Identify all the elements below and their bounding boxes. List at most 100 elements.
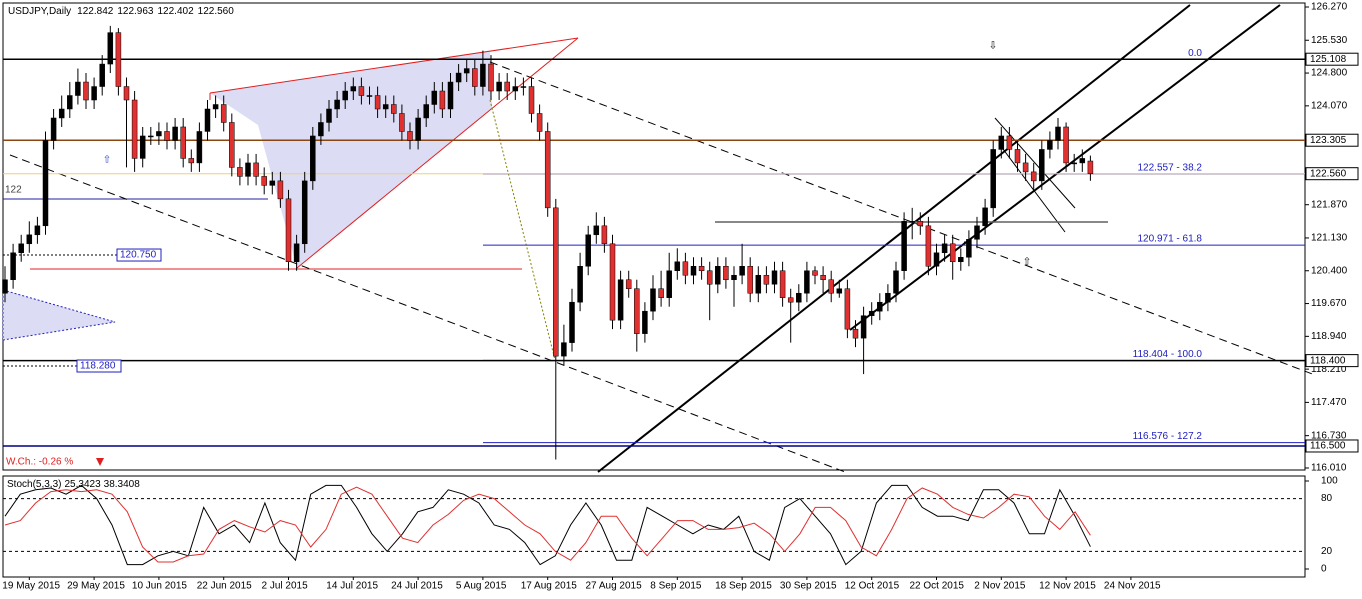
y-tick-label: 124.800	[1311, 68, 1348, 79]
candle-body	[634, 288, 640, 334]
flag-line	[994, 117, 1076, 209]
candle-body	[310, 135, 316, 182]
stoch-signal-last: 38.3408	[104, 479, 141, 490]
candle-body	[350, 86, 357, 92]
level-label: 125.108	[1310, 54, 1347, 65]
candle-body	[617, 279, 624, 321]
arrow-up: ⇧	[1023, 257, 1031, 268]
candle-body	[698, 266, 705, 271]
level-box	[1305, 52, 1359, 66]
candle-body	[463, 68, 470, 74]
candle-body	[83, 81, 89, 101]
candle-body	[820, 274, 826, 280]
x-tick-label: 22 Oct 2015	[910, 581, 965, 592]
stoch-line	[4, 484, 1091, 566]
fibo-label: 118.404 - 100.0	[1133, 349, 1203, 360]
fibo-label: 120.971 - 61.8	[1138, 234, 1203, 245]
stoch-main-last: 25.3423	[64, 479, 101, 490]
candle-body	[966, 239, 972, 258]
candle-body	[237, 167, 243, 177]
annotation: 122	[5, 185, 22, 196]
candle-body	[690, 266, 697, 276]
candle-body	[577, 266, 583, 303]
x-tick-label: 8 Sep 2015	[650, 581, 702, 592]
candle-body	[658, 288, 664, 298]
x-tick-label: 24 Nov 2015	[1104, 581, 1161, 592]
candle-body	[229, 122, 235, 168]
candle-body	[123, 86, 130, 101]
candle-body	[1006, 135, 1013, 150]
candle-body	[480, 63, 486, 87]
candle-body	[415, 117, 421, 141]
candle-body	[107, 32, 114, 65]
wedge-upper	[209, 37, 579, 94]
stoch-line	[4, 486, 1091, 563]
candle-body	[706, 270, 713, 285]
x-tick-label: 18 Sep 2015	[715, 581, 772, 592]
stoch-name: Stoch(5,3,3)	[7, 479, 61, 490]
level-box	[1305, 439, 1359, 453]
candle-body	[917, 221, 924, 227]
x-tick-label: 24 Jul 2015	[391, 581, 443, 592]
left-level-label: 120.750	[120, 250, 157, 261]
candle-body	[391, 104, 397, 114]
candle-body	[544, 131, 551, 209]
candle-body	[828, 279, 834, 294]
main-panel	[2, 2, 1306, 471]
candle-body	[382, 104, 389, 110]
candle-body	[1055, 126, 1061, 141]
candle-body	[885, 292, 891, 303]
level-label: 123.305	[1310, 135, 1347, 146]
candle-body	[990, 149, 996, 209]
candle-body	[50, 117, 57, 141]
y-tick-label: 121.870	[1311, 199, 1348, 210]
candle-body	[909, 221, 915, 223]
candle-body	[164, 131, 170, 141]
candle-body	[358, 86, 365, 96]
candle-body	[569, 301, 575, 343]
candle-body	[893, 270, 899, 294]
dashed-trend	[9, 154, 846, 473]
candle-body	[868, 310, 875, 316]
level-label: 116.500	[1310, 441, 1346, 452]
y-tick-label: 116.010	[1311, 463, 1347, 474]
left-level-label: 118.280	[80, 361, 116, 372]
candle-body	[804, 270, 810, 294]
wedge-lower	[296, 37, 579, 269]
candle-body	[739, 266, 745, 276]
last-high: 122.963	[117, 6, 154, 17]
level-box	[1305, 354, 1359, 368]
candle-body	[204, 108, 211, 132]
candle-body	[787, 297, 794, 303]
candle-body	[156, 131, 162, 137]
candle-body	[269, 180, 276, 186]
candle-body	[1030, 171, 1037, 182]
y-tick-label: 119.670	[1311, 298, 1347, 309]
candle-body	[1079, 158, 1086, 164]
candle-body	[844, 288, 851, 330]
candle-body	[650, 288, 656, 312]
candle-body	[715, 266, 721, 285]
candle-body	[682, 261, 689, 276]
fibo-label: 122.557 - 38.2	[1138, 162, 1203, 173]
x-tick-label: 2 Jul 2015	[262, 581, 309, 592]
candle-body	[852, 328, 859, 339]
candle-body	[941, 243, 948, 254]
candle-body	[318, 122, 324, 137]
candle-body	[925, 225, 932, 267]
y-tick-label: 117.470	[1311, 397, 1347, 408]
candle-body	[642, 310, 648, 334]
candle-body	[723, 266, 729, 280]
candle-body	[253, 162, 259, 177]
candle-body	[423, 104, 429, 119]
x-tick-label: 27 Aug 2015	[586, 581, 643, 592]
candle-body	[58, 108, 65, 119]
candle-body	[399, 113, 405, 132]
y-tick-label: 121.130	[1311, 233, 1348, 244]
candle-body	[326, 108, 332, 123]
candle-body	[771, 270, 778, 285]
candle-body	[1071, 162, 1077, 165]
candle-body	[220, 104, 227, 123]
